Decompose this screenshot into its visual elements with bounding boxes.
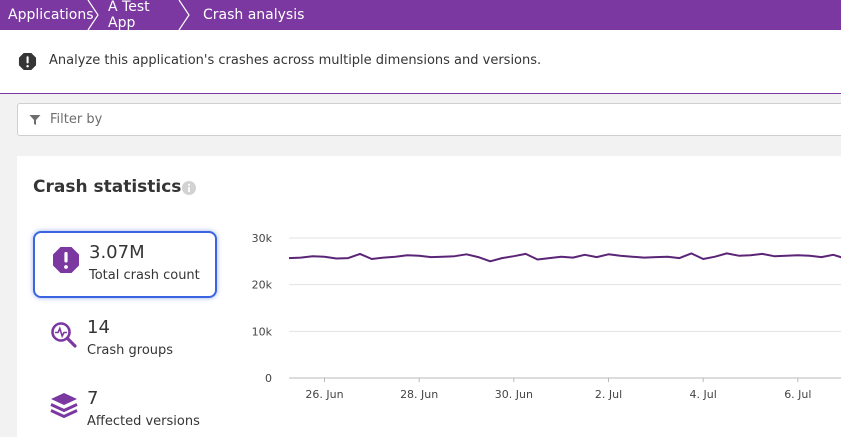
crash-statistics-card: Crash statistics 3.07M Total crash count…: [17, 156, 841, 437]
x-tick-label: 6. Jul: [784, 388, 811, 401]
layers-icon: [50, 393, 78, 419]
breadcrumb-crash-analysis: Crash analysis: [187, 0, 318, 30]
banner-text: Analyze this application's crashes acros…: [49, 53, 542, 68]
filter-input[interactable]: [50, 104, 830, 135]
chevron-right-icon: [178, 0, 190, 30]
crash-count-line-chart: 0 10k 20k 30k 26. Jun 28. Jun 30. Jun 2. Jul 4.…: [252, 232, 841, 401]
y-tick-label: 0: [265, 372, 272, 385]
x-tick-label: 4. Jul: [690, 388, 717, 401]
alert-octagon-icon: [18, 52, 37, 71]
stat-value: 3.07M: [89, 242, 145, 263]
magnifier-pulse-icon: [51, 322, 77, 348]
x-tick-label: 26. Jun: [305, 388, 343, 401]
breadcrumb-applications[interactable]: Applications: [0, 0, 99, 30]
chart-series: [288, 252, 841, 263]
y-tick-label: 10k: [252, 325, 273, 338]
stat-affected-versions[interactable]: 7 Affected versions: [33, 379, 217, 437]
x-axis: 26. Jun 28. Jun 30. Jun 2. Jul 4. Jul 6. Jul: [305, 378, 811, 401]
stat-label: Total crash count: [89, 268, 200, 283]
stat-total-crash-count[interactable]: 3.07M Total crash count: [33, 231, 217, 298]
x-tick-label: 28. Jun: [400, 388, 438, 401]
stat-value: 14: [87, 317, 110, 338]
info-icon[interactable]: [182, 181, 196, 195]
y-tick-label: 20k: [252, 279, 273, 292]
breadcrumb-a-test-app[interactable]: A Test App: [96, 0, 190, 31]
chart-grid: [289, 237, 841, 379]
x-tick-label: 2. Jul: [595, 388, 622, 401]
y-axis: 0 10k 20k 30k: [252, 232, 273, 385]
funnel-icon: [29, 115, 41, 125]
chevron-right-icon: [87, 0, 99, 30]
breadcrumb-label: Applications: [8, 7, 94, 23]
card-title: Crash statistics: [33, 177, 182, 197]
series-line[interactable]: [288, 252, 841, 263]
breadcrumb-label: A Test App: [108, 0, 150, 31]
breadcrumb: Applications A Test App Crash analysis: [0, 0, 841, 31]
breadcrumb-label: Crash analysis: [203, 7, 305, 23]
info-banner: Analyze this application's crashes acros…: [0, 30, 841, 94]
stat-crash-groups[interactable]: 14 Crash groups: [33, 308, 217, 375]
stat-value: 7: [87, 388, 99, 409]
y-tick-label: 30k: [252, 232, 273, 245]
x-tick-label: 30. Jun: [495, 388, 533, 401]
filter-bar[interactable]: [17, 103, 841, 136]
stat-label: Affected versions: [87, 414, 200, 429]
crash-alert-icon: [53, 247, 79, 273]
stat-label: Crash groups: [87, 343, 174, 358]
